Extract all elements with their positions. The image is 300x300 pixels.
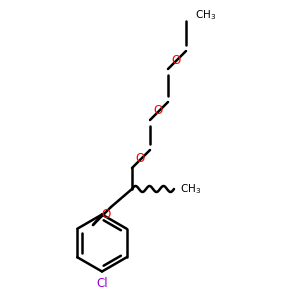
- Text: O: O: [102, 208, 111, 221]
- Text: O: O: [153, 104, 162, 118]
- Text: O: O: [135, 152, 144, 166]
- Text: CH$_3$: CH$_3$: [180, 182, 201, 196]
- Text: O: O: [171, 53, 180, 67]
- Text: CH$_3$: CH$_3$: [195, 8, 216, 22]
- Text: Cl: Cl: [96, 277, 108, 290]
